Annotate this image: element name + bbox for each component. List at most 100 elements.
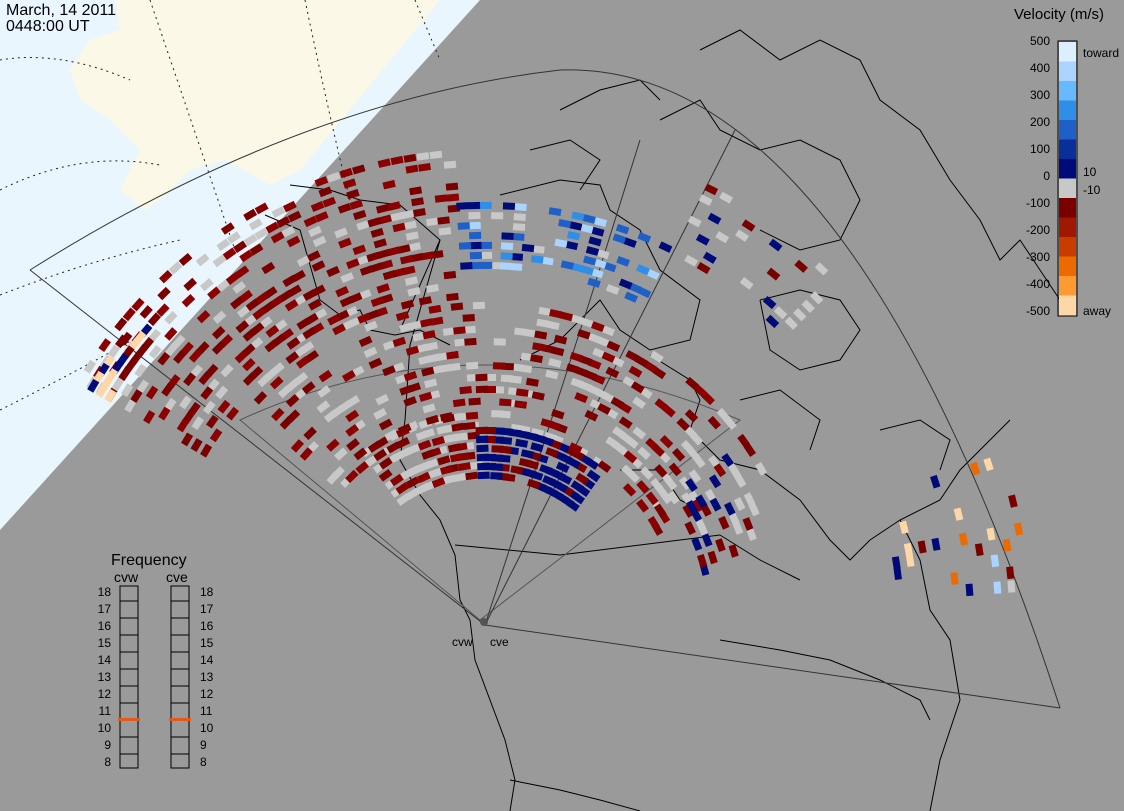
scatter-cell <box>464 337 477 346</box>
scatter-cell <box>606 340 621 352</box>
scatter-cell <box>337 203 352 214</box>
scatter-cell <box>652 366 667 380</box>
scatter-cell <box>571 211 585 221</box>
scatter-cell <box>264 339 279 353</box>
scatter-cell <box>586 332 601 344</box>
scatter-cell <box>446 193 460 202</box>
scatter-cell <box>148 345 162 359</box>
scatter-cell <box>446 350 459 360</box>
scatter-cell <box>359 265 374 276</box>
scatter-cell <box>586 469 601 483</box>
scatter-cell <box>515 388 529 397</box>
frequency-level-label: 8 <box>200 755 207 769</box>
scatter-cell <box>375 393 390 406</box>
scatter-cell <box>317 385 331 398</box>
scatter-cell <box>196 310 211 324</box>
legend-tick-label: -100 <box>1026 196 1050 210</box>
scatter-cell <box>601 325 616 337</box>
scatter-cell <box>95 383 109 398</box>
scatter-cell <box>292 269 306 282</box>
scatter-cell <box>746 527 757 541</box>
scatter-cell <box>595 249 610 260</box>
scatter-cell <box>637 286 652 299</box>
daylight-land <box>70 0 440 210</box>
legend-color-bar <box>1059 159 1076 179</box>
scatter-cell <box>554 238 568 248</box>
scatter-cell <box>467 201 481 210</box>
scatter-cell <box>358 335 373 347</box>
scatter-cell <box>1007 580 1016 593</box>
scatter-cell <box>476 444 489 453</box>
frequency-level-label: 14 <box>200 653 214 667</box>
scatter-cell <box>180 432 194 447</box>
scatter-cell <box>159 270 173 284</box>
scatter-cell <box>453 326 466 335</box>
scatter-cell <box>728 544 739 558</box>
scatter-cell <box>719 191 733 204</box>
scatter-cell <box>715 231 730 244</box>
scatter-cell <box>389 473 404 487</box>
legend-tick-label: 300 <box>1030 88 1050 102</box>
scatter-cell <box>602 261 617 273</box>
scatter-cell <box>436 424 450 435</box>
scatter-cell <box>893 567 902 581</box>
scatter-cell <box>565 363 580 374</box>
scatter-cell <box>546 320 560 331</box>
scatter-cell <box>373 407 388 420</box>
scatter-cell <box>530 442 544 453</box>
scatter-cell <box>632 396 647 410</box>
scatter-cell <box>367 217 381 228</box>
scatter-cell <box>490 262 503 270</box>
frequency-title: Frequency <box>111 552 187 569</box>
scatter-cell <box>202 400 216 415</box>
scatter-cell <box>449 453 463 463</box>
scatter-cell <box>480 251 493 259</box>
scatter-cell <box>303 426 317 441</box>
scatter-cell <box>164 327 178 341</box>
scatter-cell <box>570 377 585 389</box>
legend-toward-label: toward <box>1083 46 1119 60</box>
scatter-cell <box>181 294 196 308</box>
legend-color-bar <box>1059 120 1076 140</box>
scatter-cell <box>615 223 630 235</box>
scatter-cell <box>407 287 421 297</box>
scatter-cell <box>242 372 257 386</box>
scatter-cell <box>295 356 310 369</box>
scatter-cell <box>622 483 637 497</box>
scatter-cell <box>232 280 247 294</box>
scatter-cell <box>574 392 589 404</box>
scatter-cell <box>439 412 454 422</box>
scatter-cell <box>536 318 550 328</box>
scatter-cell <box>637 232 652 243</box>
scatter-cell <box>701 391 715 406</box>
frequency-level-label: 9 <box>104 738 111 752</box>
legend-color-bar <box>1059 256 1076 277</box>
scatter-cell <box>104 388 117 403</box>
scatter-cell <box>198 371 212 386</box>
scatter-cell <box>591 321 605 332</box>
scatter-cell <box>323 409 338 423</box>
scatter-cell <box>983 457 994 472</box>
scatter-cell <box>243 234 258 247</box>
scatter-cell <box>178 252 193 267</box>
scatter-cell <box>514 400 528 409</box>
scatter-cell <box>386 441 401 454</box>
scatter-cell <box>685 500 698 514</box>
scatter-cell <box>418 391 433 402</box>
scatter-cell <box>931 537 941 551</box>
scatter-cell <box>196 341 210 355</box>
scatter-cell <box>564 240 579 251</box>
scatter-cell <box>491 410 504 418</box>
scatter-cell <box>404 276 419 286</box>
scatter-cell <box>342 178 357 189</box>
scatter-cell <box>227 231 241 244</box>
scatter-cell <box>303 215 318 228</box>
scatter-cell <box>376 283 390 294</box>
scatter-cell <box>296 317 311 331</box>
scatter-cell <box>261 261 276 275</box>
scatter-cell <box>986 527 996 541</box>
scatter-cell <box>480 261 493 269</box>
scatter-cell <box>265 324 280 338</box>
scatter-cell <box>465 411 479 420</box>
scatter-cell <box>265 221 280 234</box>
